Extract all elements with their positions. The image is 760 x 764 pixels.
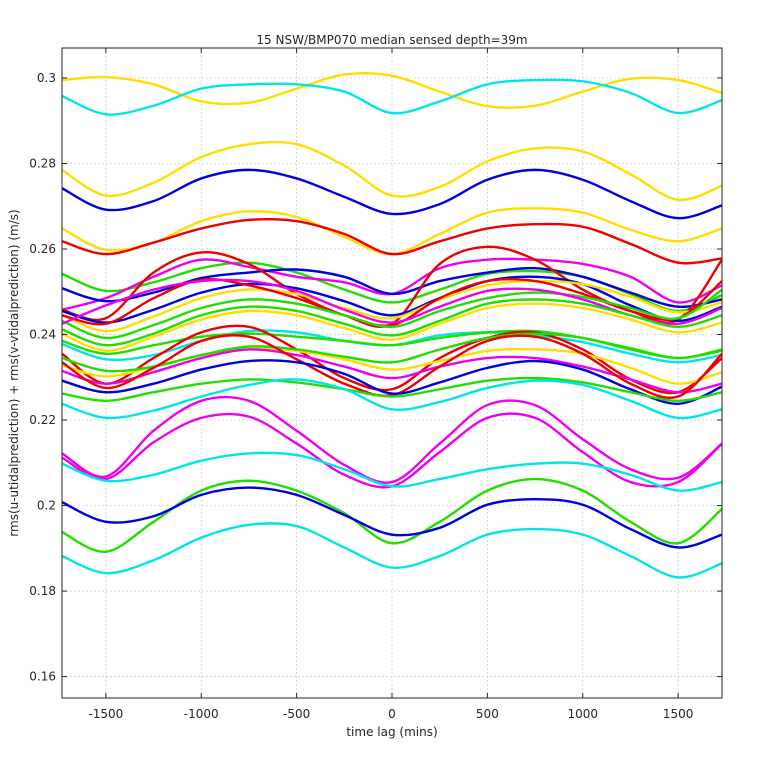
series-line-blue-1 xyxy=(62,168,722,220)
y-tick-label: 0.16 xyxy=(29,670,56,684)
series-line-green-6 xyxy=(62,376,722,403)
x-tick-label: -1500 xyxy=(88,707,123,721)
series-line-green-7 xyxy=(62,477,722,553)
series-line-cyan-4 xyxy=(62,451,722,492)
series-line-yellow-4 xyxy=(62,279,722,333)
x-tick-label: -500 xyxy=(283,707,310,721)
series-line-red-1 xyxy=(62,217,722,265)
series-line-red-4 xyxy=(62,324,722,395)
series-line-green-2 xyxy=(62,288,722,340)
x-tick-label: 1000 xyxy=(567,707,598,721)
series-line-cyan-3 xyxy=(62,378,722,420)
series-line-cyan-5 xyxy=(62,522,722,579)
series-line-blue-5 xyxy=(62,486,722,549)
series-line-blue-2 xyxy=(62,266,722,308)
y-tick-label: 0.18 xyxy=(29,584,56,598)
x-tick-label: 0 xyxy=(388,707,396,721)
series-line-yellow-5 xyxy=(62,302,722,352)
y-tick-label: 0.28 xyxy=(29,156,56,170)
axis-ticks: -1500 -1000 -500 0 500 1000 1500 0.16 0.18 0.2 0.2… xyxy=(29,48,722,721)
x-axis-label: time lag (mins) xyxy=(346,725,437,739)
series-line-blue-3 xyxy=(62,275,722,324)
x-tick-label: -1000 xyxy=(184,707,219,721)
series-line-yellow-1 xyxy=(62,72,722,109)
x-tick-label: 500 xyxy=(476,707,499,721)
grid xyxy=(62,48,722,698)
x-tick-label: 1500 xyxy=(663,707,694,721)
y-tick-label: 0.26 xyxy=(29,242,56,256)
series-line-red-3 xyxy=(62,277,722,327)
series-line-red-5 xyxy=(62,334,722,399)
y-tick-label: 0.3 xyxy=(37,71,56,85)
y-axis-label: rms(u-utidalprediction) + rms(v-vtidalpr… xyxy=(7,209,21,536)
series-line-cyan-1 xyxy=(62,78,722,116)
y-tick-label: 0.24 xyxy=(29,328,56,342)
series-line-blue-4 xyxy=(62,359,722,405)
series-group xyxy=(62,72,722,579)
series-line-yellow-2 xyxy=(62,140,722,202)
series-line-green-5 xyxy=(62,332,722,373)
y-tick-label: 0.2 xyxy=(37,499,56,513)
chart-title: 15 NSW/BMP070 median sensed depth=39m xyxy=(256,33,527,47)
y-tick-label: 0.22 xyxy=(29,413,56,427)
series-line-green-3 xyxy=(62,298,722,347)
series-line-magenta-4 xyxy=(62,395,722,484)
